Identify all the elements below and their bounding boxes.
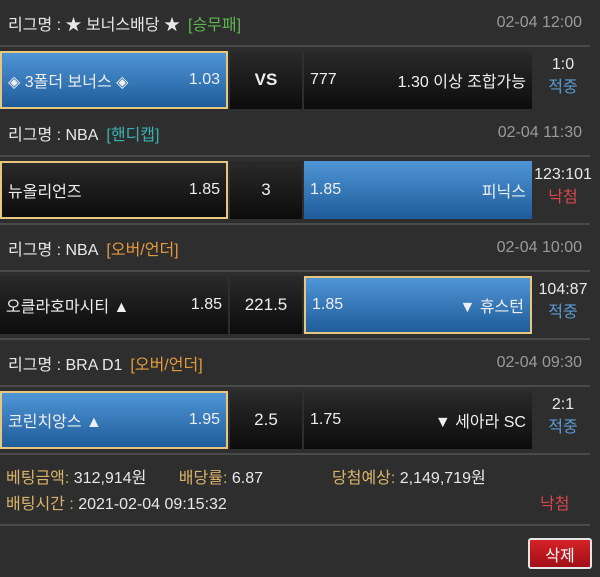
draw-handicap[interactable]: 3 — [230, 161, 302, 219]
result: 2:1 적중 — [532, 393, 594, 439]
away-pick[interactable]: 777 1.30 이상 조합가능 — [304, 51, 532, 109]
match-row: ◈ 3폴더 보너스 ◈ 1.03 VS 777 1.30 이상 조합가능 1:0… — [0, 47, 590, 115]
away-odds: 1.75 — [310, 411, 342, 428]
home-pick[interactable]: 오클라호마시티 ▲ 1.85 — [0, 276, 228, 334]
result-status: 적중 — [548, 304, 578, 321]
league-header: 리그명 : NBA [핸디캡] 02-04 11:30 — [0, 110, 590, 157]
home-pick[interactable]: 뉴올리언즈 1.85 — [0, 161, 228, 219]
score: 104:87 — [538, 281, 588, 298]
home-pick[interactable]: ◈ 3폴더 보너스 ◈ 1.03 — [0, 51, 228, 109]
result: 104:87 적중 — [532, 278, 594, 324]
away-odds: 777 — [310, 71, 337, 88]
result: 123:101 낙첨 — [532, 163, 594, 209]
match-row: 뉴올리언즈 1.85 3 1.85 피닉스 123:101 낙첨 — [0, 157, 592, 225]
home-team: ◈ 3폴더 보너스 ◈ — [8, 74, 129, 91]
bet-type: [오버/언더] — [106, 241, 179, 259]
game-time: 02-04 12:00 — [496, 13, 582, 31]
away-pick[interactable]: 1.75 ▼ 세아라 SC — [304, 391, 532, 449]
score: 123:101 — [534, 166, 592, 183]
home-pick[interactable]: 코린치앙스 ▲ 1.95 — [0, 391, 228, 449]
bet-type: [오버/언더] — [130, 356, 203, 374]
draw-handicap[interactable]: 221.5 — [230, 276, 302, 334]
draw-handicap[interactable]: 2.5 — [230, 391, 302, 449]
home-odds: 1.85 — [190, 296, 222, 313]
away-pick[interactable]: 1.85 피닉스 — [304, 161, 532, 219]
match-row: 코린치앙스 ▲ 1.95 2.5 1.75 ▼ 세아라 SC 2:1 적중 — [0, 387, 590, 455]
away-team: 피닉스 — [481, 184, 526, 201]
match-row: 오클라호마시티 ▲ 1.85 221.5 1.85 ▼ 휴스턴 104:87 적… — [0, 272, 590, 340]
away-team: ▼ 휴스턴 — [459, 299, 524, 316]
home-team: 뉴올리언즈 — [8, 184, 82, 201]
divider — [0, 524, 590, 526]
home-odds: 1.95 — [188, 411, 220, 428]
home-odds: 1.85 — [188, 181, 220, 198]
score: 1:0 — [551, 56, 575, 73]
result-status: 낙첨 — [548, 189, 578, 206]
draw-handicap[interactable]: VS — [230, 51, 302, 109]
league-header: 리그명 : ★ 보너스배당 ★ [승무패] 02-04 12:00 — [0, 0, 590, 47]
result-status: 적중 — [548, 419, 578, 436]
bet-type: [핸디캡] — [106, 126, 160, 144]
expected-win: 당첨예상: 2,149,719원 — [332, 470, 486, 487]
game-time: 02-04 09:30 — [496, 353, 582, 371]
away-pick[interactable]: 1.85 ▼ 휴스턴 — [304, 276, 532, 334]
away-odds: 1.85 — [312, 296, 344, 313]
league-header: 리그명 : BRA D1 [오버/언더] 02-04 09:30 — [0, 340, 590, 387]
home-team: 오클라호마시티 ▲ — [6, 299, 130, 316]
league-header: 리그명 : NBA [오버/언더] 02-04 10:00 — [0, 225, 590, 272]
away-team: ▼ 세아라 SC — [434, 414, 526, 431]
away-odds: 1.85 — [310, 181, 342, 198]
bet-summary: 베팅금액: 312,914원 배당률: 6.87 — [6, 470, 263, 487]
home-odds: 1.03 — [188, 71, 220, 88]
score: 2:1 — [551, 396, 575, 413]
game-time: 02-04 11:30 — [497, 123, 582, 141]
result-status: 적중 — [548, 79, 578, 96]
result: 1:0 적중 — [532, 53, 594, 99]
bet-type: [승무패] — [188, 16, 242, 34]
bet-result: 낙첨 — [540, 496, 570, 513]
delete-button[interactable]: 삭제 — [528, 538, 592, 569]
home-team: 코린치앙스 ▲ — [8, 414, 102, 431]
bet-time: 배팅시간 : 2021-02-04 09:15:32 — [6, 496, 227, 513]
game-time: 02-04 10:00 — [496, 238, 582, 256]
away-team: 1.30 이상 조합가능 — [397, 74, 526, 91]
